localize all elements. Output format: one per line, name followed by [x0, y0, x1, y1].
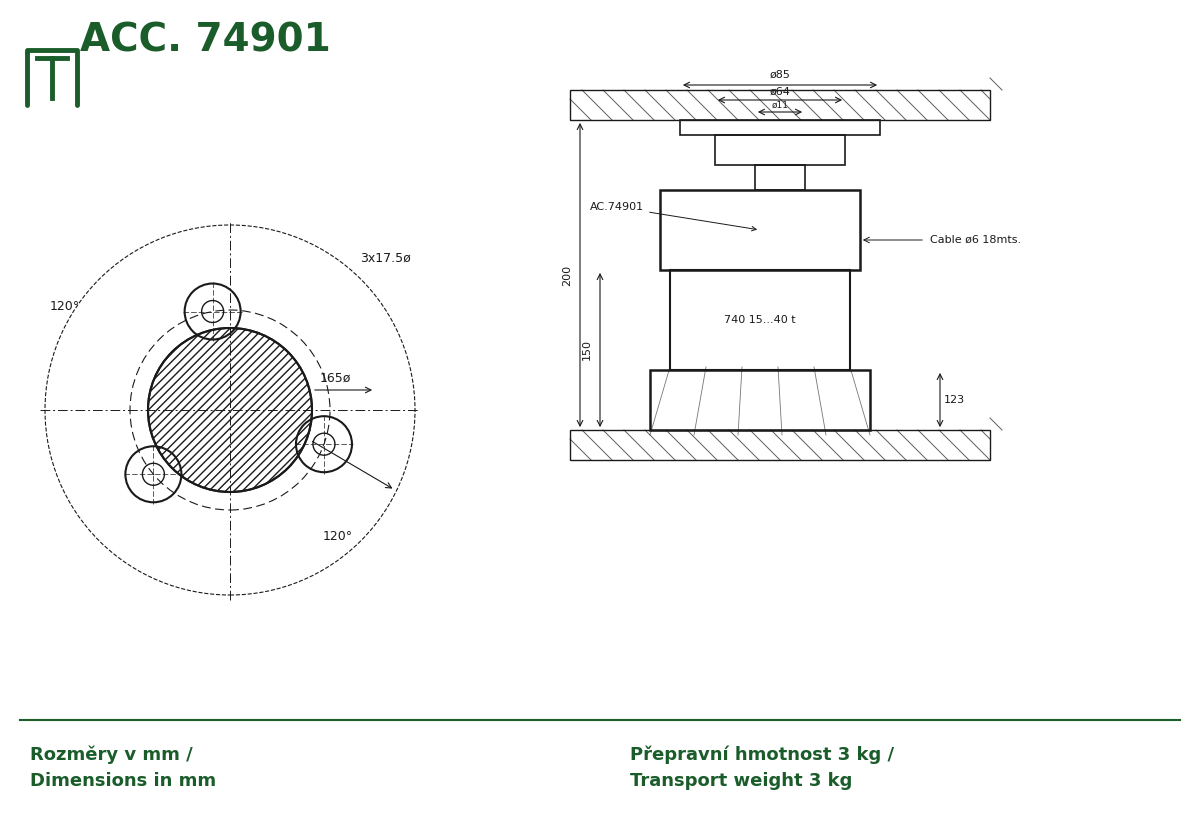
- Text: 120°: 120°: [323, 530, 353, 543]
- Text: 200: 200: [562, 265, 572, 286]
- Bar: [650, 370, 870, 430]
- Bar: [680, 120, 880, 135]
- Text: AC.74901: AC.74901: [590, 202, 756, 231]
- Bar: [715, 135, 845, 165]
- Text: ø85: ø85: [769, 70, 791, 80]
- Text: Cable ø6 18mts.: Cable ø6 18mts.: [930, 235, 1021, 245]
- Text: ACC. 74901: ACC. 74901: [80, 21, 331, 59]
- Bar: [570, 90, 990, 120]
- Bar: [660, 190, 860, 270]
- Text: Přepravní hmotnost 3 kg /
Transport weight 3 kg: Přepravní hmotnost 3 kg / Transport weig…: [630, 745, 894, 790]
- Text: 740 15...40 t: 740 15...40 t: [724, 315, 796, 325]
- Text: 3x17.5ø: 3x17.5ø: [360, 252, 410, 265]
- Bar: [755, 165, 805, 190]
- Text: Rozměry v mm /
Dimensions in mm: Rozměry v mm / Dimensions in mm: [30, 745, 216, 790]
- Text: 150: 150: [582, 339, 592, 360]
- Text: 123: 123: [944, 395, 965, 405]
- Text: ø11: ø11: [772, 101, 788, 110]
- Bar: [670, 270, 850, 370]
- Text: 120°: 120°: [50, 300, 80, 313]
- Text: ø64: ø64: [769, 87, 791, 97]
- Bar: [570, 430, 990, 460]
- Text: 165ø: 165ø: [319, 372, 350, 385]
